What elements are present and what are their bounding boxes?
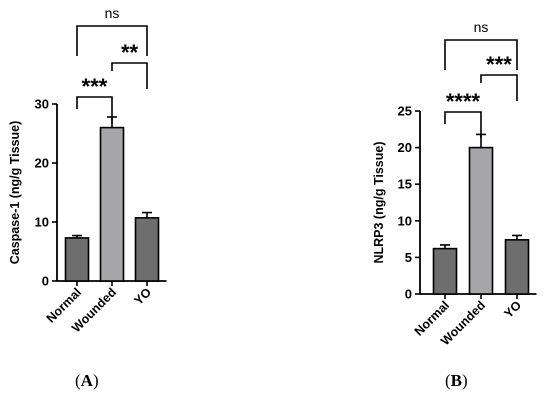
y-tick-label: 10 — [35, 215, 49, 230]
significance-label: **** — [446, 89, 481, 114]
y-tick-label: 15 — [398, 177, 412, 192]
bar-yo — [504, 239, 530, 295]
y-tick-label: 30 — [35, 97, 49, 112]
significance-label: ns — [474, 19, 489, 35]
panel-label-a: (A) — [75, 371, 99, 390]
x-tick-label: YO — [501, 298, 524, 321]
significance-bracket — [76, 96, 113, 123]
y-tick-label: 20 — [35, 156, 49, 171]
significance-bracket — [480, 74, 518, 101]
x-tick-label: YO — [131, 285, 154, 308]
significance-label: *** — [82, 74, 108, 99]
y-tick-label: 20 — [398, 140, 412, 155]
significance-label: *** — [486, 52, 512, 77]
bar-wounded — [99, 126, 125, 282]
panel-label-b: (B) — [445, 371, 468, 390]
significance-bracket — [444, 39, 518, 70]
bar-normal — [432, 247, 458, 295]
significance-bracket — [111, 62, 148, 89]
y-axis-label: NLRP3 (ng/g Tissue) — [372, 141, 386, 263]
significance-label: ns — [105, 5, 120, 21]
bar-normal — [64, 237, 90, 282]
y-tick-label: 10 — [398, 213, 412, 228]
y-tick-label: 0 — [42, 274, 49, 289]
bar-wounded — [468, 146, 494, 295]
y-tick-label: 5 — [405, 250, 412, 265]
significance-bracket — [444, 111, 482, 138]
y-tick-label: 25 — [398, 104, 412, 119]
bar-yo — [134, 217, 160, 282]
y-tick-label: 0 — [405, 287, 412, 302]
significance-label: ** — [121, 40, 139, 65]
significance-bracket — [76, 25, 148, 56]
y-axis-label: Caspase-1 (ng/g Tissue) — [8, 121, 22, 265]
